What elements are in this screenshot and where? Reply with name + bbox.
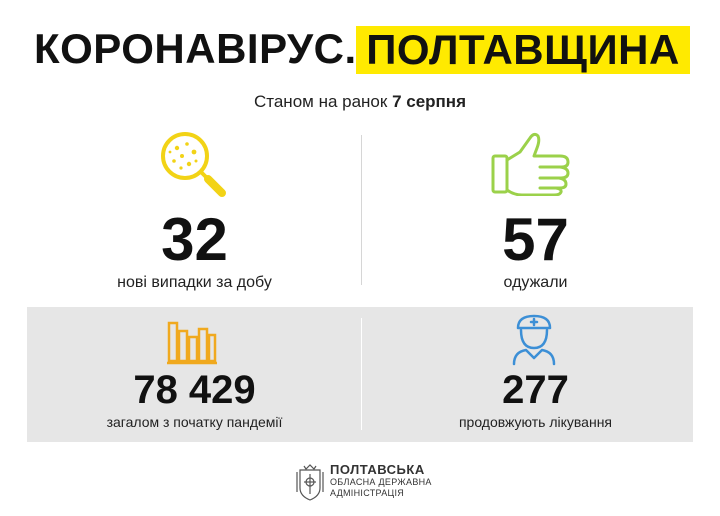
subtitle-prefix: Станом на ранок [253,92,388,111]
footer-line3: АДМІНІСТРАЦІЯ [330,488,405,498]
footer-text: ПОЛТАВСЬКА ОБЛАСНА ДЕРЖАВНА АДМІНІСТРАЦІ… [330,462,432,499]
grey-band [27,307,693,442]
title-highlight: ПОЛТАВЩИНА [356,26,690,74]
total-label: загалом з початку пандемії [106,414,283,430]
treatment-label: продовжують лікування [458,414,613,430]
footer-line1: ПОЛТАВСЬКА [330,462,425,477]
thumbs-up-icon [491,132,570,196]
footer: ПОЛТАВСЬКА ОБЛАСНА ДЕРЖАВНА АДМІНІСТРАЦІ… [0,460,720,504]
recovered-stat: 57 одужали [368,210,703,292]
new-cases-stat: 32 нові випадки за добу [27,210,362,292]
footer-line2: ОБЛАСНА ДЕРЖАВНА [330,477,432,487]
new-cases-value: 32 [161,206,228,273]
treatment-stat: 277 продовжують лікування [368,368,703,430]
header: КОРОНАВІРУС. ПОЛТАВЩИНА [0,22,720,76]
new-cases-label: нові випадки за добу [117,274,272,291]
recovered-value: 57 [502,206,569,273]
bar-chart-icon [167,321,217,365]
recovered-label: одужали [503,274,568,291]
treatment-value: 277 [502,368,569,412]
top-divider [361,135,362,285]
subtitle: Станом на ранок 7 серпня [0,92,720,112]
bottom-divider [361,318,362,430]
coat-of-arms-icon [296,464,324,501]
virus-magnifier-icon [161,132,226,197]
doctor-icon [512,314,556,366]
title-main: КОРОНАВІРУС. [34,25,357,72]
total-stat: 78 429 загалом з початку пандемії [27,368,362,430]
total-value: 78 429 [133,368,256,412]
subtitle-date: 7 серпня [392,92,466,111]
